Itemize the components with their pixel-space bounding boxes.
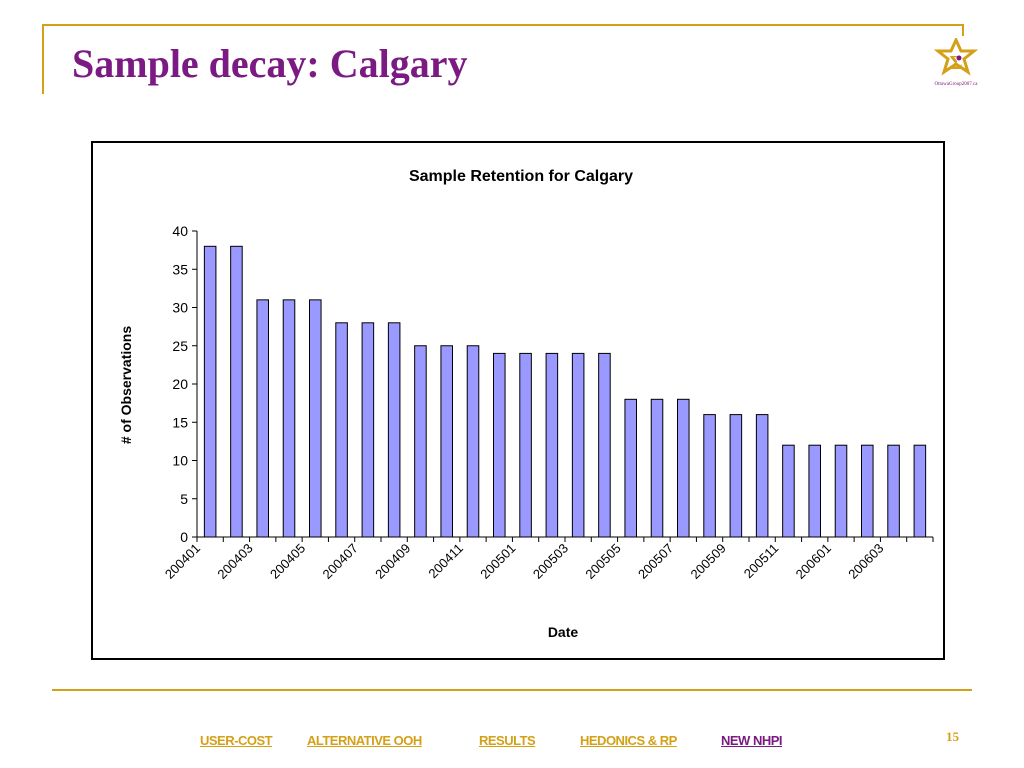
x-tick-label: 200401 [162, 541, 203, 582]
logo: Σ OttawaGroup2007.ca [926, 36, 986, 94]
nav-results-link[interactable]: RESULTS [479, 733, 536, 748]
bar-200511 [782, 444, 795, 538]
x-tick-label: 200507 [635, 541, 676, 582]
y-tick-label: 20 [172, 376, 188, 392]
x-tick-label: 200509 [688, 541, 729, 582]
x-tick-label: 200601 [793, 541, 834, 582]
bar-200403 [256, 299, 269, 538]
bar-200411 [466, 345, 480, 538]
star-logo-icon: Σ [933, 36, 979, 76]
bar-200401 [203, 245, 217, 538]
nav-alternative-ooh-link[interactable]: ALTERNATIVE OOH [307, 733, 422, 748]
bar-200408 [387, 322, 401, 538]
bar-200501 [519, 352, 532, 538]
x-tick-label: 200411 [425, 541, 466, 582]
frame-left-rule [42, 24, 44, 94]
y-tick-label: 40 [172, 223, 188, 239]
bar-200503 [571, 352, 585, 538]
footer-nav: USER-COST ALTERNATIVE OOH RESULTS HEDONI… [0, 733, 1024, 753]
bar-200407 [361, 322, 375, 538]
bar-200504 [598, 352, 611, 538]
page-number: 15 [946, 729, 959, 744]
svg-text:Σ: Σ [949, 52, 962, 74]
bar-200507 [677, 398, 690, 538]
y-tick-label: 35 [172, 261, 188, 277]
y-axis-label: # of Observations [118, 326, 134, 444]
footer-rule [52, 689, 972, 691]
bar-200509 [729, 414, 743, 538]
bar-200410 [440, 345, 453, 538]
y-tick-label: 0 [180, 529, 188, 545]
nav-hedonics-rp-link[interactable]: HEDONICS & RP [580, 733, 677, 748]
x-tick-label: 200503 [530, 541, 571, 582]
y-tick-label: 15 [172, 414, 188, 430]
bar-200402 [230, 245, 243, 538]
bar-200404 [282, 299, 296, 538]
chart-container: Sample Retention for Calgary 0 5 10 15 20 25 3… [91, 141, 945, 660]
y-tick-label: 10 [172, 453, 188, 469]
slide-title: Sample decay: Calgary [72, 41, 468, 86]
x-tick-label: 200407 [320, 541, 361, 582]
bar-200405 [309, 299, 322, 538]
x-tick-label: 200603 [845, 541, 886, 582]
bar-200505 [624, 398, 637, 538]
logo-text: OttawaGroup2007.ca [934, 82, 978, 87]
x-tick-label: 200403 [214, 541, 255, 582]
x-tick-label: 200511 [741, 541, 782, 582]
bar-200602 [861, 444, 874, 538]
nav-new-nhpi-link[interactable]: NEW NHPI [721, 733, 783, 748]
bar-200510 [755, 414, 769, 538]
bar-200603 [887, 444, 900, 538]
y-tick-label: 30 [172, 300, 188, 316]
bar-chart: Sample Retention for Calgary 0 5 10 15 20 25 3… [118, 168, 934, 640]
nav-user-cost-link[interactable]: USER-COST [200, 733, 273, 748]
x-tick-label: 200505 [582, 541, 623, 582]
bar-200409 [414, 345, 427, 538]
bar-200506 [650, 398, 664, 538]
y-tick-label: 25 [172, 338, 188, 354]
bar-200512 [808, 444, 821, 538]
y-tick-label: 5 [180, 491, 188, 507]
bar-200406 [335, 322, 348, 538]
bar-200604 [913, 444, 927, 538]
x-tick-label: 200405 [267, 541, 308, 582]
bar-200601 [834, 444, 848, 538]
frame-right-rule [962, 24, 964, 36]
chart-title: Sample Retention for Calgary [409, 168, 633, 185]
x-axis-label: Date [548, 624, 579, 640]
bar-200508 [703, 414, 716, 538]
x-tick-label: 200501 [477, 541, 518, 582]
bar-200412 [493, 352, 506, 538]
frame-top-rule [42, 24, 964, 26]
bar-200502 [545, 352, 559, 538]
x-tick-label: 200409 [372, 541, 413, 582]
